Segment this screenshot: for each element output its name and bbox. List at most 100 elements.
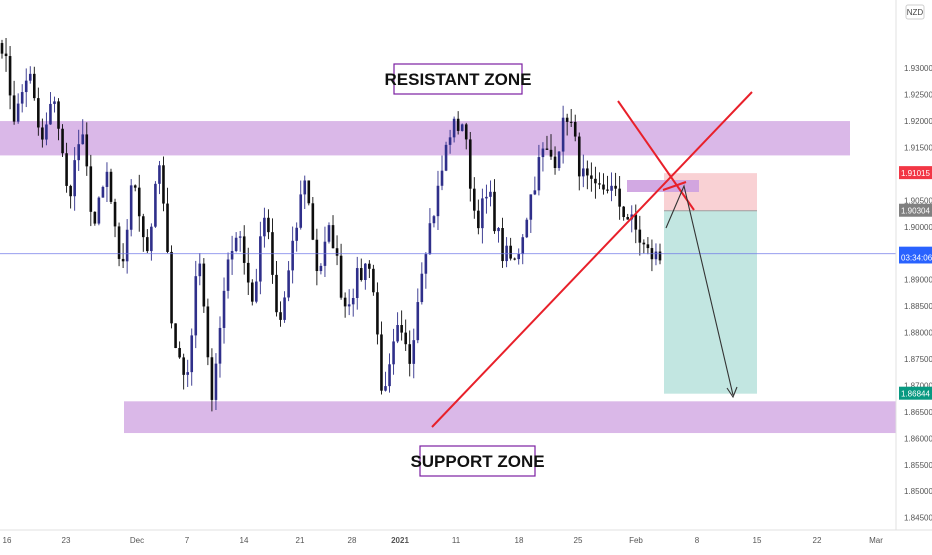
candle-body xyxy=(468,139,472,189)
candle-body xyxy=(549,149,553,157)
price-tag: 1.86844 xyxy=(901,390,930,399)
candle-body xyxy=(384,386,387,391)
candle-body xyxy=(598,183,601,185)
candle-body xyxy=(424,254,428,274)
candle-body xyxy=(396,325,399,342)
candle-body xyxy=(283,297,286,320)
support-zone-label: SUPPORT ZONE xyxy=(410,452,544,471)
y-tick-label: 1.93000 xyxy=(904,64,932,73)
candle-body xyxy=(186,372,189,375)
candle-body xyxy=(351,298,355,305)
y-tick-label: 1.92000 xyxy=(904,117,932,126)
x-tick-label: 18 xyxy=(515,536,524,545)
candle-body xyxy=(343,297,347,307)
candle-body xyxy=(12,95,16,122)
candle-body xyxy=(376,292,379,335)
candle-body xyxy=(259,236,262,282)
candle-body xyxy=(315,239,319,272)
candle-body xyxy=(331,225,335,249)
candle-body xyxy=(614,185,617,189)
candle-body xyxy=(311,203,315,240)
candle-body xyxy=(242,236,246,263)
candle-body xyxy=(49,103,52,125)
price-axis-bg xyxy=(896,0,932,550)
candle-body xyxy=(541,148,545,158)
candle-body xyxy=(359,268,363,280)
candle-body xyxy=(372,268,375,293)
candle-body xyxy=(174,323,177,349)
candle-body xyxy=(380,334,383,391)
candle-body xyxy=(509,245,512,259)
candle-body xyxy=(489,191,492,197)
y-tick-label: 1.89000 xyxy=(904,276,932,285)
candle-body xyxy=(8,56,12,96)
candle-body xyxy=(57,101,60,129)
candle-body xyxy=(125,229,129,262)
y-tick-label: 1.88500 xyxy=(904,302,932,311)
candle-body xyxy=(416,302,420,341)
candle-body xyxy=(626,217,630,220)
candle-body xyxy=(501,228,504,262)
candle-body xyxy=(622,206,625,218)
candle-body xyxy=(521,237,525,255)
candle-body xyxy=(299,194,303,228)
price-tag-bg xyxy=(899,203,932,217)
candle-body xyxy=(178,348,181,358)
x-tick-label: 25 xyxy=(574,536,583,545)
candle-body xyxy=(146,237,149,252)
candle-body xyxy=(190,335,194,373)
candle-body xyxy=(436,185,440,217)
candle-body xyxy=(473,188,476,211)
candle-body xyxy=(586,168,589,176)
candle-body xyxy=(444,144,448,171)
candle-body xyxy=(150,226,153,252)
price-tag: 1.90304 xyxy=(901,207,930,216)
candle-body xyxy=(4,53,8,57)
resistant-zone-label-box xyxy=(393,63,523,95)
y-tick-label: 1.86000 xyxy=(904,434,932,443)
candle-body xyxy=(513,258,516,260)
candle-body xyxy=(658,251,662,261)
y-tick-label: 1.88000 xyxy=(904,329,932,338)
candle-body xyxy=(412,340,416,364)
candle-body xyxy=(590,175,593,179)
candle-body xyxy=(37,98,40,128)
candle-body xyxy=(295,227,298,241)
price-tag-bg xyxy=(899,386,932,400)
candle-body xyxy=(364,263,367,280)
candle-body xyxy=(452,118,456,138)
candle-body xyxy=(408,344,412,364)
x-tick-label: 8 xyxy=(695,536,700,545)
y-tick-label: 1.85500 xyxy=(904,461,932,470)
candle-body xyxy=(162,165,165,204)
x-tick-label: Dec xyxy=(130,536,144,545)
candle-body xyxy=(141,216,145,238)
candle-body xyxy=(561,117,565,152)
candle-body xyxy=(263,217,266,237)
candle-body xyxy=(69,185,72,197)
projection-arrow-path xyxy=(665,184,734,396)
candle-body xyxy=(101,186,105,198)
candle-body xyxy=(517,254,521,260)
x-tick-label: 16 xyxy=(3,536,12,545)
candle-body xyxy=(226,259,230,291)
candle-body xyxy=(428,223,432,255)
take-profit-zone xyxy=(664,210,757,394)
candle-body xyxy=(557,151,561,169)
candle-body xyxy=(121,258,125,262)
candle-body xyxy=(618,188,621,207)
resistant-zone-band xyxy=(0,121,850,156)
candle-body xyxy=(170,251,173,324)
y-tick-label: 1.86500 xyxy=(904,408,932,417)
candle-body xyxy=(206,306,210,358)
x-tick-label: 2021 xyxy=(391,536,409,545)
candle-body xyxy=(291,240,294,271)
candle-body xyxy=(303,180,307,195)
candle-body xyxy=(166,203,169,252)
candle-body xyxy=(137,187,141,217)
candle-body xyxy=(32,73,36,99)
candle-body xyxy=(267,217,270,233)
candle-body xyxy=(533,190,537,195)
